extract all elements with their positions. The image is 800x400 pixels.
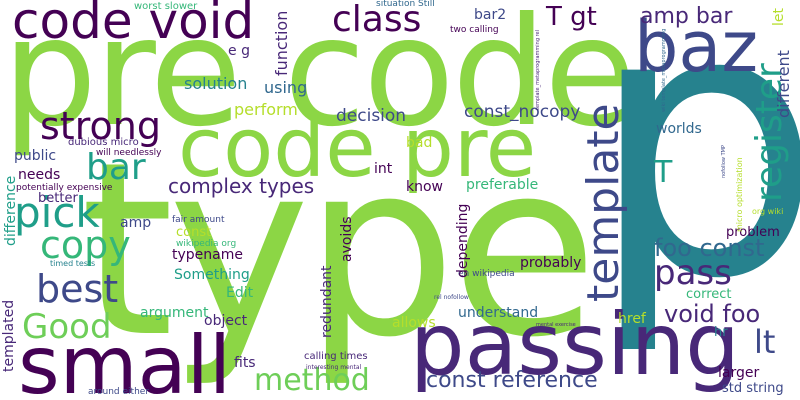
word-nofollow-tmp: nofollow TMP [722, 145, 727, 178]
word-better: better [38, 192, 78, 205]
word-e-g: e g [228, 44, 250, 58]
word-worlds: worlds [656, 122, 702, 136]
word-argument: argument [140, 306, 208, 320]
word-calling-times: calling times [304, 352, 368, 362]
word-lt: lt [754, 326, 775, 358]
word-redundant: redundant [320, 265, 334, 338]
word-hr: hr [714, 326, 728, 339]
word-understand: understand [458, 306, 538, 320]
word-typename: typename [172, 248, 243, 262]
word-href: href [618, 312, 646, 326]
word-correct: correct [686, 288, 732, 301]
word-different: different [776, 50, 792, 118]
word-int: int [374, 162, 392, 176]
word-micro-optimization: micro optimization [736, 157, 744, 232]
word-rel-nofollow: rel nofollow [434, 295, 469, 301]
word-allows: allows [392, 316, 436, 330]
word-around-either: around either [88, 388, 149, 397]
word-wiki-template-metaprogramming: wiki template_metaprogramming [662, 29, 667, 112]
word-templated: templated [2, 300, 16, 372]
word-know: know [406, 180, 443, 194]
word-good: Good [22, 310, 112, 344]
word-bad: bad [406, 136, 432, 150]
word-t: T [654, 158, 672, 188]
word-fair-amount: fair amount [172, 216, 224, 225]
word-const-small: const [176, 226, 211, 239]
word-void-foo: void foo [664, 302, 760, 326]
word-dubious-micro: dubious micro [68, 138, 139, 148]
word-situation-still: situation Still [376, 0, 435, 9]
word-avoids: avoids [340, 217, 354, 263]
word-const-nocopy: const_nocopy [464, 104, 580, 121]
word-object: object [204, 314, 247, 328]
word-larger: larger [718, 366, 759, 380]
word-t-gt: T gt [546, 4, 597, 30]
word-mental-exercise: mental exercise [536, 323, 576, 328]
word-org-wiki: org wiki [752, 208, 783, 216]
word-two-calling: two calling [450, 26, 499, 35]
word-fits: fits [234, 356, 256, 370]
word-difference: difference [4, 176, 18, 246]
word-using: using [264, 80, 307, 96]
word-template-metaprogramming-rel: template_metaprogramming rel [536, 30, 541, 110]
word-decision: decision [336, 108, 406, 125]
word-needs: needs [18, 168, 60, 182]
word-amp: amp [120, 216, 151, 230]
word-let: let [772, 8, 786, 26]
word-something: Something [174, 268, 250, 282]
word-best: best [36, 270, 118, 308]
word-const-reference: const reference [426, 370, 598, 392]
word-bar2: bar2 [474, 8, 506, 22]
word-complex-types: complex types [168, 176, 314, 196]
word-solution: solution [184, 76, 247, 92]
word-perform: perform [234, 102, 298, 118]
word-template: template [582, 103, 626, 302]
word-timed-tests: timed tests [50, 260, 95, 268]
word-preferable: preferable [466, 178, 538, 192]
word-worst-slower: worst slower [134, 2, 197, 12]
word-function: function [274, 11, 290, 76]
word-depending: depending [456, 204, 470, 278]
word-amp-bar: amp bar [640, 6, 732, 28]
word-edit: Edit [226, 286, 253, 300]
word-probably: probably [520, 256, 581, 270]
word-potentially-expensive: potentially expensive [16, 184, 112, 193]
word-interesting-mental: interesting mental [306, 365, 361, 371]
word-wikipedia-org: wikipedia org [176, 240, 236, 249]
word-public: public [14, 149, 56, 163]
word-will-needlessly: will needlessly [96, 149, 161, 158]
word-std-string: std string [722, 382, 784, 395]
